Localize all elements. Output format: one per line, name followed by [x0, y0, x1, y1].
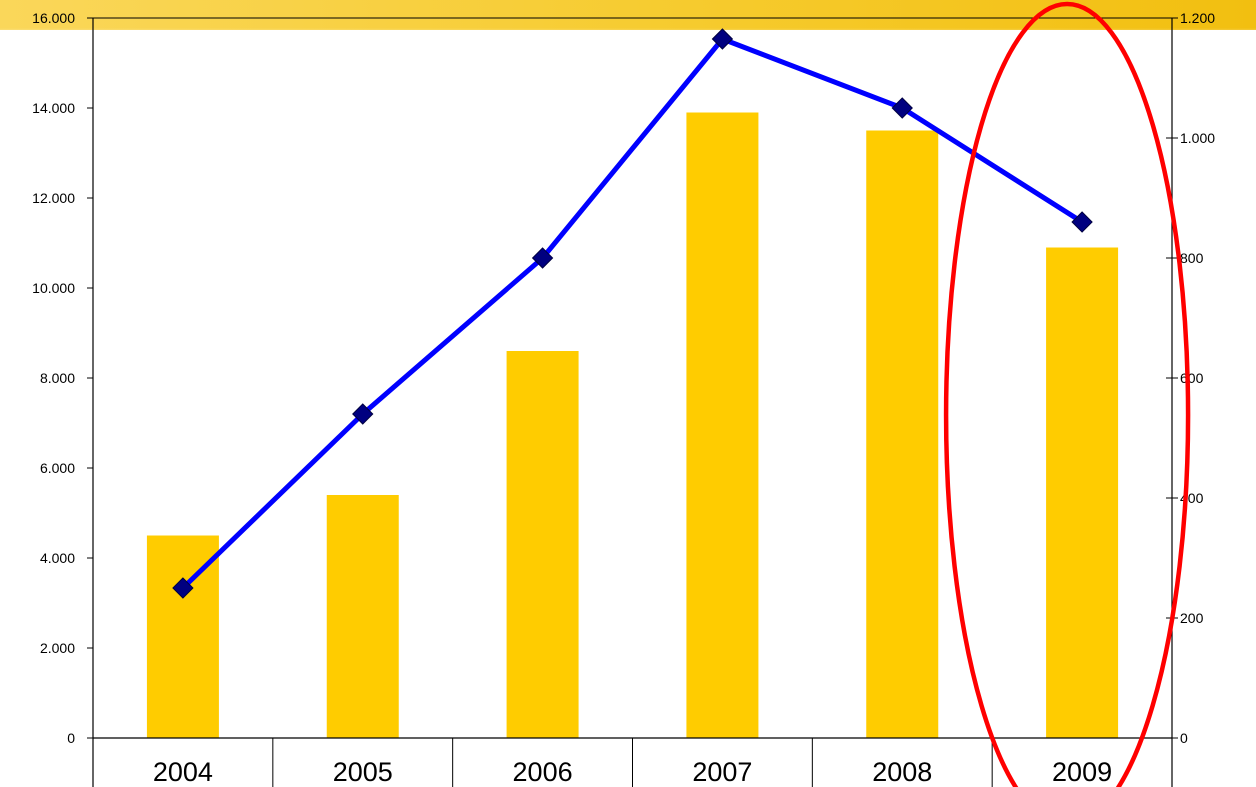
line-point-2006	[531, 247, 554, 269]
bar-series	[146, 112, 1119, 738]
x-tick-label: 2005	[333, 757, 393, 787]
header-band-fade	[0, 28, 1256, 40]
line-point-2005	[352, 403, 374, 425]
left-tick-label: 2.000	[40, 640, 75, 656]
x-tick-label: 2008	[872, 757, 932, 787]
line-point-2007	[711, 28, 734, 50]
right-tick-label: 0	[1180, 730, 1188, 746]
line-point-2009	[1071, 211, 1093, 233]
bar-2005	[326, 495, 399, 738]
right-tick-label: 1.000	[1180, 130, 1215, 146]
right-tick-label: 200	[1180, 610, 1204, 626]
bar-2008	[866, 130, 939, 738]
line-series-path	[181, 36, 1084, 590]
bar-2006	[506, 351, 579, 738]
x-tick-label: 2004	[153, 757, 213, 787]
left-tick-label: 16.000	[32, 10, 75, 26]
left-tick-label: 10.000	[32, 280, 75, 296]
x-axis-ticks: 2004 2005 2006 2007 2008 2009	[153, 757, 1112, 787]
left-tick-label: 4.000	[40, 550, 75, 566]
left-tick-label: 0	[67, 730, 75, 746]
right-tick-label: 600	[1180, 370, 1204, 386]
line-point-2008	[891, 97, 913, 119]
highlight-ellipse	[943, 1, 1191, 787]
line-point-2004	[172, 577, 194, 599]
line-series	[172, 28, 1093, 599]
left-tick-label: 14.000	[32, 100, 75, 116]
right-tick-label: 800	[1180, 250, 1204, 266]
bar-2004	[146, 535, 219, 738]
bar-2009	[1046, 247, 1119, 738]
left-tick-label: 12.000	[32, 190, 75, 206]
left-axis-ticks: 0 2.000 4.000 6.000 8.000 10.000 12.000 14.000 1…	[32, 10, 93, 746]
left-tick-label: 6.000	[40, 460, 75, 476]
x-tick-label: 2006	[513, 757, 573, 787]
bar-2007	[686, 112, 759, 738]
right-tick-label: 1.200	[1180, 10, 1215, 26]
annotation	[943, 1, 1191, 787]
axes	[92, 17, 1173, 787]
x-tick-label: 2009	[1052, 757, 1112, 787]
left-tick-label: 8.000	[40, 370, 75, 386]
x-tick-label: 2007	[692, 757, 752, 787]
header-band	[0, 0, 1256, 30]
